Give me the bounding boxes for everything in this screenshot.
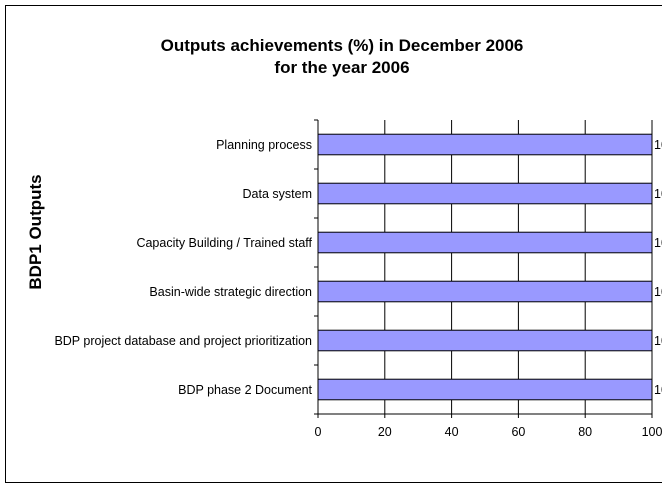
x-tick-label-2: 40 bbox=[445, 425, 459, 439]
bar-5 bbox=[317, 378, 653, 401]
category-label-2: Capacity Building / Trained staff bbox=[136, 236, 312, 250]
category-label-3: Basin-wide strategic direction bbox=[149, 285, 312, 299]
data-label-2: 100 bbox=[654, 236, 662, 250]
x-tick-label-3: 60 bbox=[511, 425, 525, 439]
data-label-1: 100 bbox=[654, 187, 662, 201]
bar-3 bbox=[317, 280, 653, 303]
chart-title-line-1: Outputs achievements (%) in December 200… bbox=[161, 36, 524, 55]
bar-1 bbox=[317, 182, 653, 205]
y-axis-label: BDP1 Outputs bbox=[26, 174, 45, 289]
x-tick-label-0: 0 bbox=[315, 425, 322, 439]
category-label-1: Data system bbox=[243, 187, 312, 201]
data-label-0: 100 bbox=[654, 138, 662, 152]
axes bbox=[314, 119, 653, 418]
category-label-4: BDP project database and project priorit… bbox=[54, 334, 312, 348]
bar-0 bbox=[317, 133, 653, 156]
x-tick-label-1: 20 bbox=[378, 425, 392, 439]
bar-2 bbox=[317, 231, 653, 254]
category-label-0: Planning process bbox=[216, 138, 312, 152]
category-label-5: BDP phase 2 Document bbox=[178, 383, 312, 397]
bars bbox=[317, 133, 653, 401]
data-label-4: 100 bbox=[654, 334, 662, 348]
labels: Planning process Data system Capacity Buil… bbox=[54, 138, 662, 439]
x-tick-label-4: 80 bbox=[578, 425, 592, 439]
chart-title-line-2: for the year 2006 bbox=[274, 58, 409, 77]
grid bbox=[384, 120, 653, 414]
x-tick-label-5: 100 bbox=[642, 425, 662, 439]
bar-4 bbox=[317, 329, 653, 352]
data-label-3: 100 bbox=[654, 285, 662, 299]
data-label-5: 100 bbox=[654, 383, 662, 397]
